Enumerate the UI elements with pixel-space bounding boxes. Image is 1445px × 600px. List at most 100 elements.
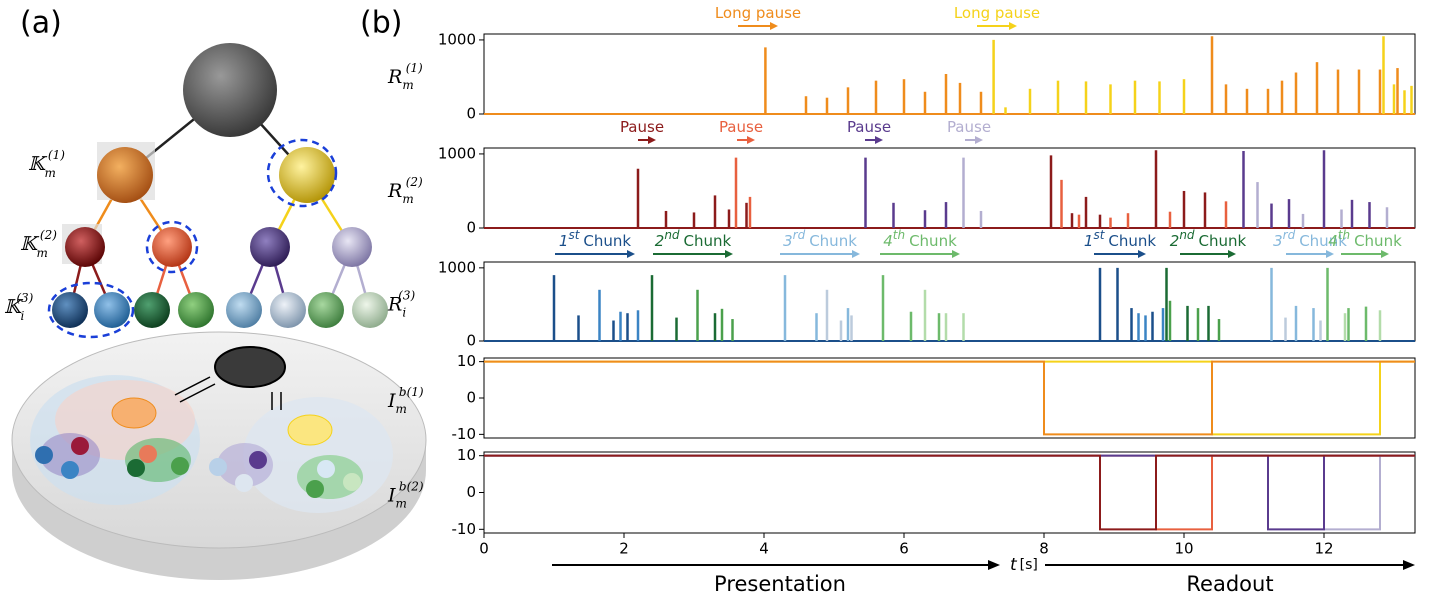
step-line (484, 360, 1415, 436)
y-tick-label: 0 (466, 389, 476, 407)
label-sup: (3) (398, 288, 415, 302)
annotation: Pause (947, 118, 991, 136)
label-sub: i (402, 305, 406, 319)
chunk-word: Chunk (1199, 232, 1247, 250)
label-sub: m (396, 402, 407, 416)
annotation-text: Long pause (715, 4, 801, 22)
chunk-word: Chunk (909, 232, 957, 250)
annotation-text: Pause (719, 118, 763, 136)
chunk-word: Chunk (684, 232, 732, 250)
chunk-ordinal: rd (793, 228, 806, 242)
annotation-arrow-head (1326, 250, 1334, 258)
chunk-ordinal: rd (1283, 228, 1296, 242)
annotation: Pause (620, 118, 664, 136)
chunk-number: 4 (1328, 232, 1338, 250)
y-tick-label: -10 (452, 425, 477, 443)
annotation-text: Pause (947, 118, 991, 136)
step-line (484, 454, 1415, 531)
level-label: 𝕂m(2) (20, 228, 57, 260)
y-tick-label: 10 (457, 352, 476, 370)
arrow-head (988, 560, 1000, 570)
phase-label: Readout (1186, 572, 1273, 596)
hierarchy-diagram: 𝕂m(1) 𝕂m(2) 𝕂i(3) (4, 43, 388, 339)
annotation: Long pause (954, 4, 1040, 22)
x-tick-label: 6 (899, 540, 909, 558)
annotation-arrow-head (875, 136, 883, 144)
x-tick-label: 0 (479, 540, 489, 558)
annotation-arrow-head (1138, 250, 1146, 258)
chunk-word: Chunk (1354, 232, 1402, 250)
plot-frame (483, 357, 1416, 439)
chunk-word: Chunk (583, 232, 631, 250)
annotation-arrow-head (648, 136, 656, 144)
label-sup: b(1) (399, 385, 424, 399)
panel-label: (b) (360, 6, 402, 41)
chunk-ordinal: st (1093, 228, 1105, 242)
label-base: I (387, 485, 396, 507)
chunk-ordinal: th (893, 228, 905, 242)
annotation: Long pause (715, 4, 801, 22)
annotation: 2nd Chunk (1170, 228, 1247, 250)
x-axis-label: t [s] (1010, 555, 1038, 575)
chunk-number: 1 (559, 232, 569, 250)
label-base: R (387, 66, 402, 88)
annotation: 4th Chunk (883, 228, 957, 250)
annotation-arrow-head (852, 250, 860, 258)
annotation: 3rd Chunk (783, 228, 857, 250)
x-tick-label: 12 (1314, 540, 1333, 558)
annotation-arrow-head (975, 136, 983, 144)
y-tick-label: -10 (452, 520, 477, 538)
plot-frame (483, 33, 1416, 115)
chunk-word: Chunk (809, 232, 857, 250)
phase-label: Presentation (714, 572, 846, 596)
chunk-number: 3 (1273, 232, 1283, 250)
level-label: 𝕂i(3) (4, 291, 34, 323)
label-sup: (1) (406, 61, 423, 75)
chunk-ordinal: th (1338, 228, 1350, 242)
annotation-arrow-head (1228, 250, 1236, 258)
label-sup: (2) (406, 175, 423, 189)
annotation-arrow-head (1381, 250, 1389, 258)
annotation-text: Pause (620, 118, 664, 136)
y-tick-label: 0 (466, 483, 476, 501)
chunk-number: 1 (1084, 232, 1094, 250)
annotation: Pause (719, 118, 763, 136)
x-tick-label: 8 (1039, 540, 1049, 558)
y-tick-label: 0 (466, 105, 476, 123)
x-tick-label: 2 (619, 540, 629, 558)
y-axis-label: Ri (3) (387, 288, 415, 319)
level-label: 𝕂m(1) (28, 148, 65, 180)
label-sup: b(2) (399, 479, 424, 493)
annotation: 1st Chunk (559, 228, 632, 250)
y-axis-label: Im b(2) (387, 479, 424, 510)
step-line (484, 454, 1415, 531)
step-line (484, 360, 1415, 436)
chunk-number: 4 (883, 232, 893, 250)
label-sub: m (396, 496, 407, 510)
annotation-arrow-head (1009, 22, 1017, 30)
annotation-arrow-head (770, 22, 778, 30)
annotation-arrow-head (952, 250, 960, 258)
annotation-arrow-head (627, 250, 635, 258)
label-base: R (387, 294, 402, 316)
chunk-number: 3 (783, 232, 793, 250)
panel-label: (a) (20, 6, 62, 41)
chunk-number: 2 (1170, 232, 1180, 250)
plot-frame (483, 147, 1416, 229)
chunk-ordinal: nd (664, 228, 680, 242)
chunk-word: Chunk (1299, 232, 1347, 250)
step-line (484, 454, 1415, 531)
annotation-arrow-head (725, 250, 733, 258)
annotation: Pause (847, 118, 891, 136)
y-tick-label: 10 (457, 446, 476, 464)
y-tick-label: 0 (466, 219, 476, 237)
chunk-word: Chunk (1108, 232, 1156, 250)
label-sub: m (402, 78, 413, 92)
x-tick-label: 4 (759, 540, 769, 558)
chunk-number: 2 (655, 232, 665, 250)
annotation: 2nd Chunk (655, 228, 732, 250)
plot-frame (483, 261, 1416, 342)
y-tick-label: 1000 (438, 30, 476, 48)
